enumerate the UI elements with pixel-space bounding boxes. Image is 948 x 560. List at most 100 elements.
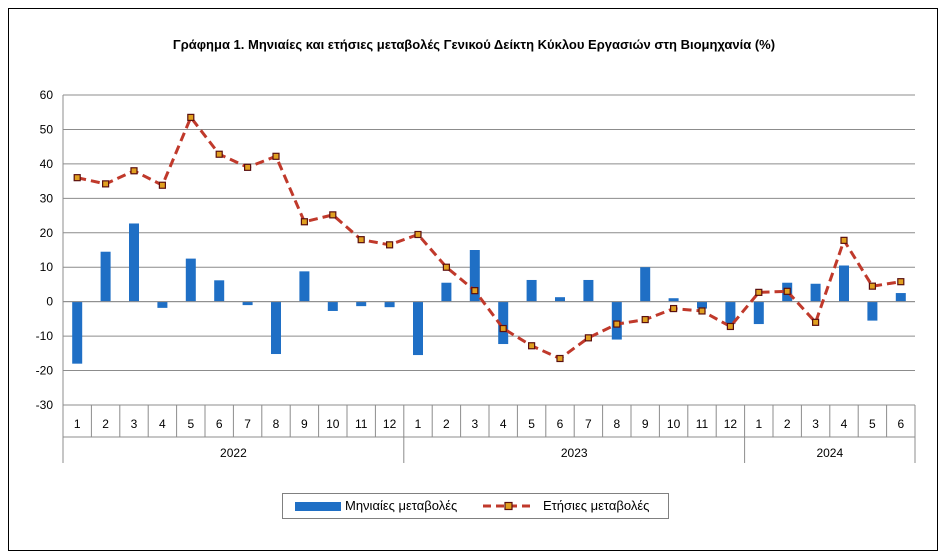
- bar: [895, 293, 906, 302]
- y-tick-label: -30: [36, 398, 54, 412]
- x-tick-label: 11: [696, 417, 709, 431]
- x-tick-label: 8: [273, 417, 280, 431]
- bar: [839, 265, 849, 302]
- x-tick-label: 1: [74, 417, 81, 431]
- line-point-marker: [698, 307, 706, 315]
- bar: [697, 301, 707, 309]
- y-tick-label: 0: [46, 295, 53, 309]
- line-point-marker: [158, 181, 166, 189]
- line-point-marker: [811, 318, 820, 326]
- line-point-marker: [329, 211, 337, 219]
- line-point-marker: [584, 334, 593, 342]
- bar: [526, 279, 537, 302]
- line-point-marker: [414, 230, 422, 239]
- line-point-marker: [897, 278, 905, 286]
- x-tick-label: 12: [383, 417, 397, 431]
- bar: [214, 280, 225, 302]
- line-point-marker: [527, 342, 536, 350]
- x-tick-label: 6: [557, 417, 564, 431]
- bar: [583, 279, 594, 302]
- line-point-marker: [641, 315, 649, 324]
- year-label: 2022: [220, 446, 247, 460]
- line-point-marker: [357, 236, 365, 244]
- x-tick-label: 4: [500, 417, 507, 431]
- bar: [498, 301, 509, 345]
- line-point-marker: [272, 152, 280, 160]
- y-tick-label: 20: [40, 226, 54, 240]
- bar: [469, 250, 480, 302]
- x-tick-label: 1: [755, 417, 762, 431]
- x-tick-label: 11: [355, 417, 368, 431]
- line-point-marker: [442, 263, 450, 271]
- x-tick-label: 2: [443, 417, 450, 431]
- x-tick-label: 6: [216, 417, 223, 431]
- y-tick-label: 60: [40, 88, 54, 102]
- bar: [157, 301, 168, 308]
- x-tick-label: 5: [869, 417, 876, 431]
- chart-legend: Μηνιαίες μεταβολές Ετήσιες μεταβολές: [282, 493, 669, 519]
- x-tick-label: 3: [812, 417, 819, 431]
- y-tick-label: -10: [36, 329, 54, 343]
- line-point-marker: [755, 288, 763, 296]
- line-point-marker: [471, 287, 479, 295]
- x-tick-label: 4: [159, 417, 166, 431]
- bar: [100, 251, 111, 302]
- x-tick-label: 2: [784, 417, 791, 431]
- bar: [356, 301, 367, 307]
- x-tick-label: 7: [585, 417, 592, 431]
- line-point-marker: [556, 354, 564, 363]
- x-tick-label: 3: [471, 417, 478, 431]
- y-tick-label: 40: [40, 157, 54, 171]
- bar: [72, 301, 83, 364]
- x-tick-label: 7: [244, 417, 251, 431]
- bar: [299, 271, 310, 302]
- bar: [327, 301, 338, 311]
- x-tick-label: 6: [897, 417, 904, 431]
- line-point-marker: [244, 163, 252, 171]
- chart-title: Γράφημα 1. Μηνιαίες και ετήσιες μεταβολέ…: [172, 37, 776, 52]
- bar: [384, 301, 395, 308]
- line-point-marker: [101, 180, 110, 188]
- legend-bar-swatch: [295, 502, 341, 511]
- x-tick-label: 1: [415, 417, 422, 431]
- line-point-marker: [73, 174, 81, 182]
- line-point-marker: [726, 322, 735, 331]
- x-tick-label: 4: [841, 417, 848, 431]
- x-tick-label: 2: [102, 417, 109, 431]
- year-label: 2023: [561, 446, 588, 460]
- line-point-marker: [386, 241, 394, 249]
- x-tick-label: 8: [613, 417, 620, 431]
- bar: [242, 301, 253, 306]
- bar: [441, 282, 452, 302]
- line-point-marker: [613, 320, 621, 328]
- legend-label-monthly: Μηνιαίες μεταβολές: [345, 498, 458, 513]
- y-tick-label: 30: [40, 191, 54, 205]
- bar: [725, 301, 736, 325]
- bar: [640, 267, 651, 302]
- bar: [867, 301, 878, 321]
- x-tick-label: 10: [667, 417, 681, 431]
- bar: [555, 297, 565, 302]
- x-tick-label: 9: [642, 417, 649, 431]
- annual-line: [76, 115, 902, 360]
- y-tick-label: 10: [40, 260, 54, 274]
- x-tick-label: 12: [724, 417, 738, 431]
- y-tick-label: -20: [36, 364, 54, 378]
- x-tick-label: 10: [326, 417, 340, 431]
- x-tick-label: 9: [301, 417, 308, 431]
- line-point-marker: [499, 324, 507, 333]
- line-point-marker: [300, 218, 308, 226]
- line-point-marker: [783, 287, 791, 295]
- line-point-marker: [187, 113, 195, 121]
- line-point-marker: [868, 282, 877, 290]
- x-tick-label: 5: [187, 417, 194, 431]
- legend-line-swatch: [483, 501, 535, 511]
- y-tick-label: 50: [40, 122, 54, 136]
- line-point-marker: [840, 236, 848, 244]
- bar: [129, 223, 139, 302]
- x-tick-label: 5: [528, 417, 535, 431]
- bar: [185, 258, 196, 302]
- line-point-marker: [669, 304, 678, 313]
- line-point-marker: [130, 167, 138, 175]
- bar: [271, 301, 281, 355]
